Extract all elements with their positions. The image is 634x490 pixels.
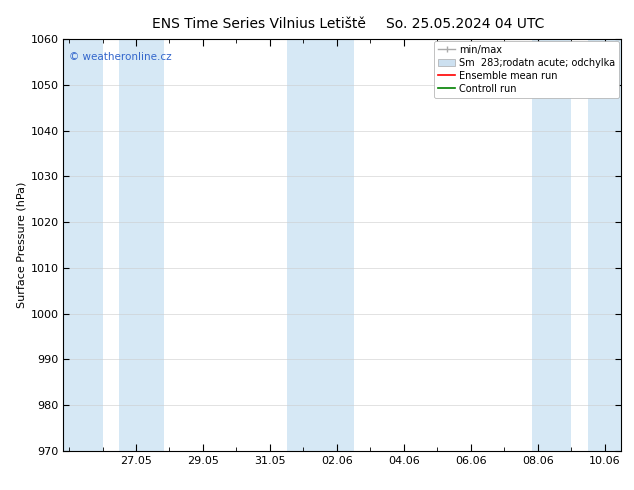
- Bar: [63, 39, 103, 451]
- Bar: [532, 39, 571, 451]
- Text: © weatheronline.cz: © weatheronline.cz: [69, 51, 172, 62]
- Bar: [287, 39, 354, 451]
- Legend: min/max, Sm  283;rodatn acute; odchylka, Ensemble mean run, Controll run: min/max, Sm 283;rodatn acute; odchylka, …: [434, 41, 619, 98]
- Bar: [119, 39, 164, 451]
- Text: So. 25.05.2024 04 UTC: So. 25.05.2024 04 UTC: [386, 17, 545, 31]
- Y-axis label: Surface Pressure (hPa): Surface Pressure (hPa): [16, 182, 26, 308]
- Text: ENS Time Series Vilnius Letiště: ENS Time Series Vilnius Letiště: [152, 17, 366, 31]
- Bar: [588, 39, 621, 451]
